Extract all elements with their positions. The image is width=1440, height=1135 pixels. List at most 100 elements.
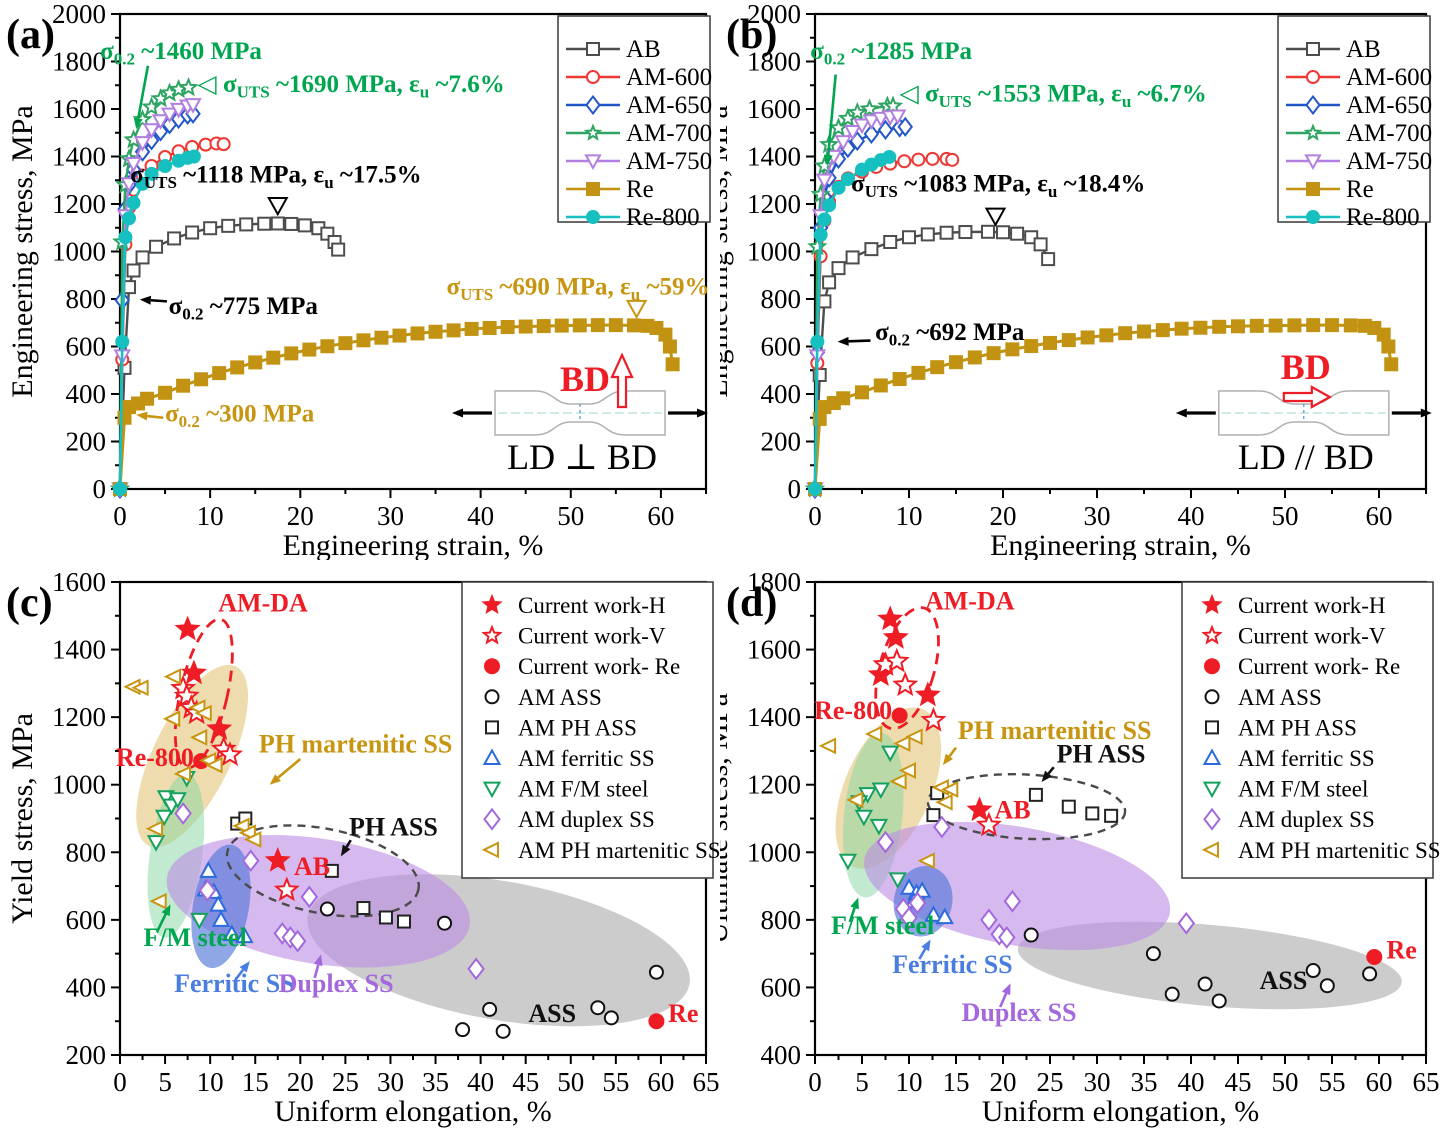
svg-text:Re-800: Re-800: [814, 696, 892, 725]
svg-text:AM-750: AM-750: [626, 148, 712, 175]
svg-text:AB: AB: [1346, 36, 1381, 63]
svg-text:Current work-V: Current work-V: [1238, 624, 1386, 649]
svg-text:AM ASS: AM ASS: [518, 685, 602, 710]
svg-text:50: 50: [1272, 501, 1299, 531]
svg-text:2000: 2000: [747, 0, 801, 29]
svg-text:1200: 1200: [747, 770, 801, 800]
svg-text:1800: 1800: [747, 567, 801, 597]
svg-text:AM-600: AM-600: [626, 64, 712, 91]
svg-text:σ0.2 ~692 MPa: σ0.2 ~692 MPa: [875, 319, 1025, 350]
svg-text:AM ASS: AM ASS: [1238, 685, 1322, 710]
svg-text:1600: 1600: [747, 635, 801, 665]
svg-text:AM-700: AM-700: [626, 120, 712, 147]
svg-text:40: 40: [467, 501, 494, 531]
svg-text:55: 55: [1319, 1067, 1346, 1097]
svg-text:Ferritic SS: Ferritic SS: [174, 969, 295, 998]
svg-text:AM PH ASS: AM PH ASS: [518, 715, 637, 740]
svg-text:Re: Re: [1346, 176, 1374, 203]
svg-text:PH ASS: PH ASS: [349, 812, 438, 841]
svg-text:20: 20: [287, 1067, 314, 1097]
svg-text:LD ⊥ BD: LD ⊥ BD: [507, 437, 657, 477]
svg-text:◁ σUTS ~1553 MPa, εu ~6.7%: ◁ σUTS ~1553 MPa, εu ~6.7%: [900, 80, 1207, 111]
svg-text:Current work- Re: Current work- Re: [1238, 654, 1400, 679]
svg-text:(a): (a): [6, 12, 55, 58]
svg-text:0: 0: [113, 501, 127, 531]
svg-text:800: 800: [66, 837, 107, 867]
svg-text:30: 30: [1084, 501, 1111, 531]
svg-text:10: 10: [197, 501, 224, 531]
svg-text:5: 5: [855, 1067, 869, 1097]
svg-text:AM duplex SS: AM duplex SS: [518, 807, 655, 832]
svg-text:Re: Re: [1387, 935, 1417, 964]
svg-text:400: 400: [66, 379, 107, 409]
svg-text:Ferritic SS: Ferritic SS: [892, 950, 1013, 979]
svg-text:400: 400: [761, 379, 802, 409]
svg-text:σUTS ~1083 MPa, εu ~18.4%: σUTS ~1083 MPa, εu ~18.4%: [851, 171, 1145, 202]
svg-text:0: 0: [788, 474, 802, 504]
svg-text:50: 50: [1272, 1067, 1299, 1097]
svg-text:1000: 1000: [52, 237, 106, 267]
svg-text:Ultimate stress, MPa: Ultimate stress, MPa: [720, 693, 734, 944]
svg-text:15: 15: [242, 1067, 269, 1097]
svg-text:5: 5: [158, 1067, 172, 1097]
svg-text:Current work-V: Current work-V: [518, 624, 666, 649]
specimen-inset: BD LD ⊥ BD: [452, 352, 709, 477]
svg-text:Current work-H: Current work-H: [1238, 593, 1386, 618]
svg-text:F/M steel: F/M steel: [831, 911, 934, 940]
svg-text:ASS: ASS: [528, 999, 576, 1028]
svg-text:F/M steel: F/M steel: [143, 923, 246, 952]
svg-text:1400: 1400: [747, 702, 801, 732]
svg-text:σUTS ~690 MPa, εu ~59%: σUTS ~690 MPa, εu ~59%: [446, 274, 709, 305]
svg-text:AM duplex SS: AM duplex SS: [1238, 807, 1375, 832]
svg-text:AM F/M steel: AM F/M steel: [1238, 777, 1368, 802]
svg-text:20: 20: [287, 501, 314, 531]
svg-text:20: 20: [990, 501, 1017, 531]
svg-text:σ0.2 ~1285 MPa: σ0.2 ~1285 MPa: [810, 38, 972, 69]
svg-text:Current work-H: Current work-H: [518, 593, 666, 618]
svg-text:1400: 1400: [52, 635, 106, 665]
svg-text:1600: 1600: [52, 567, 106, 597]
svg-text:σ0.2 ~300 MPa: σ0.2 ~300 MPa: [165, 401, 315, 432]
svg-text:60: 60: [1366, 501, 1393, 531]
svg-text:200: 200: [761, 427, 802, 457]
svg-text:10: 10: [896, 1067, 923, 1097]
svg-text:2000: 2000: [52, 0, 106, 29]
svg-text:BD: BD: [560, 359, 610, 399]
svg-text:AM-750: AM-750: [1346, 148, 1432, 175]
svg-text:AM PH ASS: AM PH ASS: [1238, 715, 1357, 740]
svg-text:◁ σUTS ~1690 MPa, εu ~7.6%: ◁ σUTS ~1690 MPa, εu ~7.6%: [198, 71, 505, 102]
svg-text:800: 800: [761, 905, 802, 935]
svg-text:Engineering strain, %: Engineering strain, %: [990, 529, 1251, 560]
svg-text:200: 200: [66, 1040, 107, 1070]
svg-text:40: 40: [1178, 501, 1205, 531]
svg-text:60: 60: [647, 501, 674, 531]
svg-text:1200: 1200: [52, 702, 106, 732]
panel-d-ultimate-stress-chart: 0 5 10 15 20 25 30 35 40 45 50 55 60 65 400 600 800 1000 1…: [720, 567, 1440, 1128]
svg-text:1000: 1000: [747, 837, 801, 867]
svg-text:PH martenitic SS: PH martenitic SS: [958, 716, 1152, 745]
svg-text:35: 35: [422, 1067, 449, 1097]
svg-text:45: 45: [1225, 1067, 1252, 1097]
svg-text:1200: 1200: [747, 189, 801, 219]
svg-text:600: 600: [761, 332, 802, 362]
specimen-inset: BD LD // BD: [1175, 347, 1432, 477]
svg-text:60: 60: [647, 1067, 674, 1097]
svg-text:35: 35: [1131, 1067, 1158, 1097]
svg-text:Re-800: Re-800: [626, 204, 700, 231]
svg-text:Engineering stress, MPa: Engineering stress, MPa: [6, 105, 39, 397]
svg-text:600: 600: [66, 905, 107, 935]
svg-text:25: 25: [1037, 1067, 1064, 1097]
svg-text:σ0.2 ~775 MPa: σ0.2 ~775 MPa: [169, 293, 319, 324]
svg-text:30: 30: [377, 501, 404, 531]
svg-text:40: 40: [1178, 1067, 1205, 1097]
svg-text:50: 50: [557, 1067, 584, 1097]
svg-text:1600: 1600: [52, 94, 106, 124]
svg-text:45: 45: [512, 1067, 539, 1097]
svg-text:800: 800: [66, 284, 107, 314]
svg-text:0: 0: [93, 474, 107, 504]
svg-text:AM F/M steel: AM F/M steel: [518, 777, 648, 802]
svg-text:65: 65: [1413, 1067, 1440, 1097]
svg-text:400: 400: [761, 1040, 802, 1070]
svg-text:AB: AB: [294, 852, 330, 881]
svg-text:Yield stress, MPa: Yield stress, MPa: [6, 713, 39, 924]
